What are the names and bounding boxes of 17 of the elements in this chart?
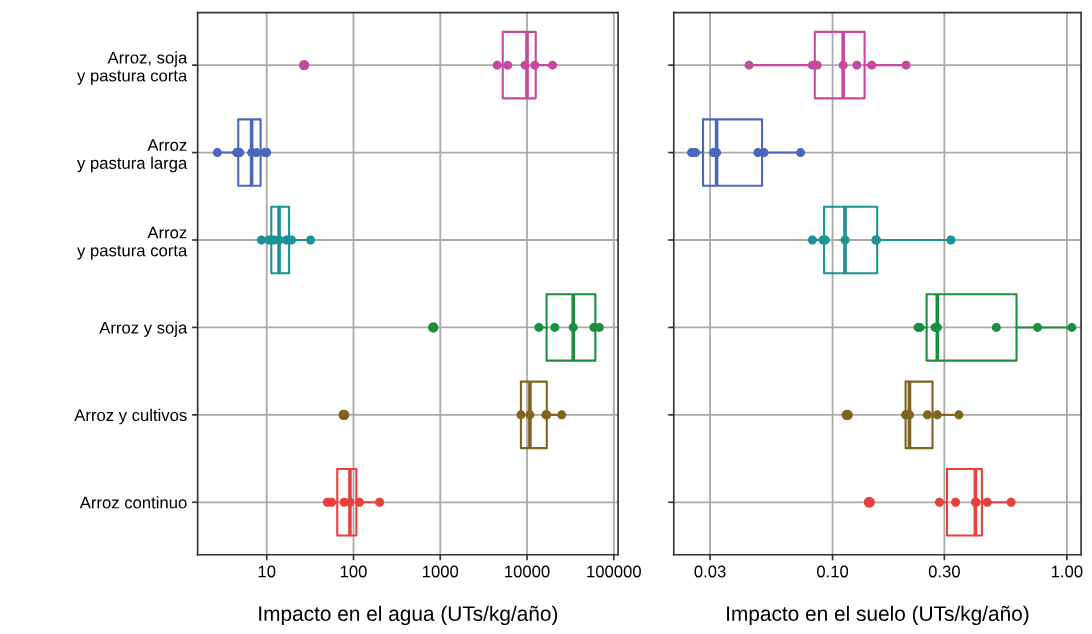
y-tick-label: Arroz y pastura corta — [77, 226, 188, 260]
x-tick-label: 0.03 — [694, 565, 726, 578]
x-tick-label: 0.10 — [817, 565, 849, 578]
x-tick-label: 0.30 — [928, 565, 960, 578]
x-tick-label: 100 — [340, 565, 367, 578]
x-tick-label: 1.00 — [1051, 565, 1083, 578]
x-tick-label: 1000 — [422, 565, 459, 578]
y-tick-label: Arroz, soja y pastura corta — [77, 51, 188, 85]
y-tick-label: Arroz continuo — [79, 496, 187, 509]
x-tick-label: 10 — [258, 565, 276, 578]
x-tick-label: 100000 — [587, 565, 641, 578]
y-tick-label: Arroz y cultivos — [74, 408, 187, 425]
x-axis-title: Impacto en el agua (UTs/kg/año) — [259, 605, 558, 626]
x-axis-title: Impacto en el suelo (UTs/kg/año) — [727, 605, 1029, 626]
x-tick-label: 10000 — [505, 565, 550, 578]
y-tick-label: Arroz y pastura larga — [77, 139, 188, 173]
y-tick-label: Arroz y soja — [99, 321, 188, 337]
